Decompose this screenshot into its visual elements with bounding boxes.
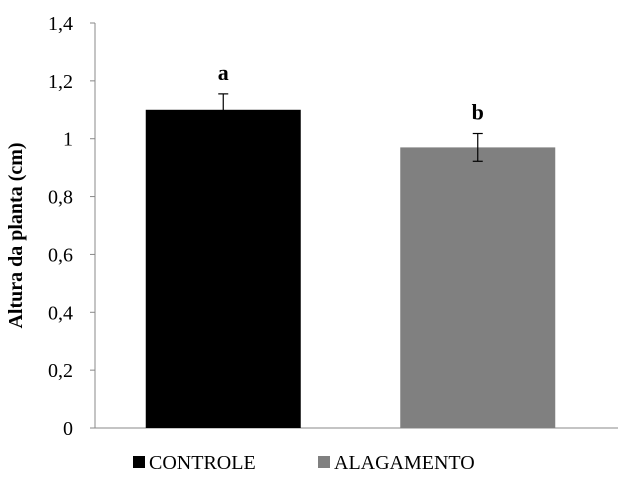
legend-swatch [133, 456, 145, 468]
y-tick-label: 0,2 [48, 360, 73, 382]
legend: CONTROLE ALAGAMENTO [133, 452, 475, 474]
y-axis-title: Altura da planta (cm) [5, 142, 27, 328]
legend-label: ALAGAMENTO [334, 452, 475, 474]
bar-controle [145, 109, 301, 429]
bars-group: ab [145, 60, 556, 429]
y-tick-label: 0 [63, 418, 73, 440]
y-tick-label: 0,6 [48, 244, 73, 266]
y-tick-label: 0,8 [48, 187, 73, 209]
significance-label: b [472, 100, 484, 125]
y-tick-label: 1 [63, 129, 73, 151]
significance-label: a [218, 60, 229, 85]
bar-alagamento [400, 147, 556, 428]
legend-swatch [318, 456, 330, 468]
legend-label: CONTROLE [149, 452, 256, 474]
y-axis-ticks: 0 0,2 0,4 0,6 0,8 1 1,2 1,4 [48, 13, 95, 440]
y-tick-label: 1,4 [48, 13, 73, 35]
y-tick-label: 1,2 [48, 71, 73, 93]
y-tick-label: 0,4 [48, 302, 73, 324]
